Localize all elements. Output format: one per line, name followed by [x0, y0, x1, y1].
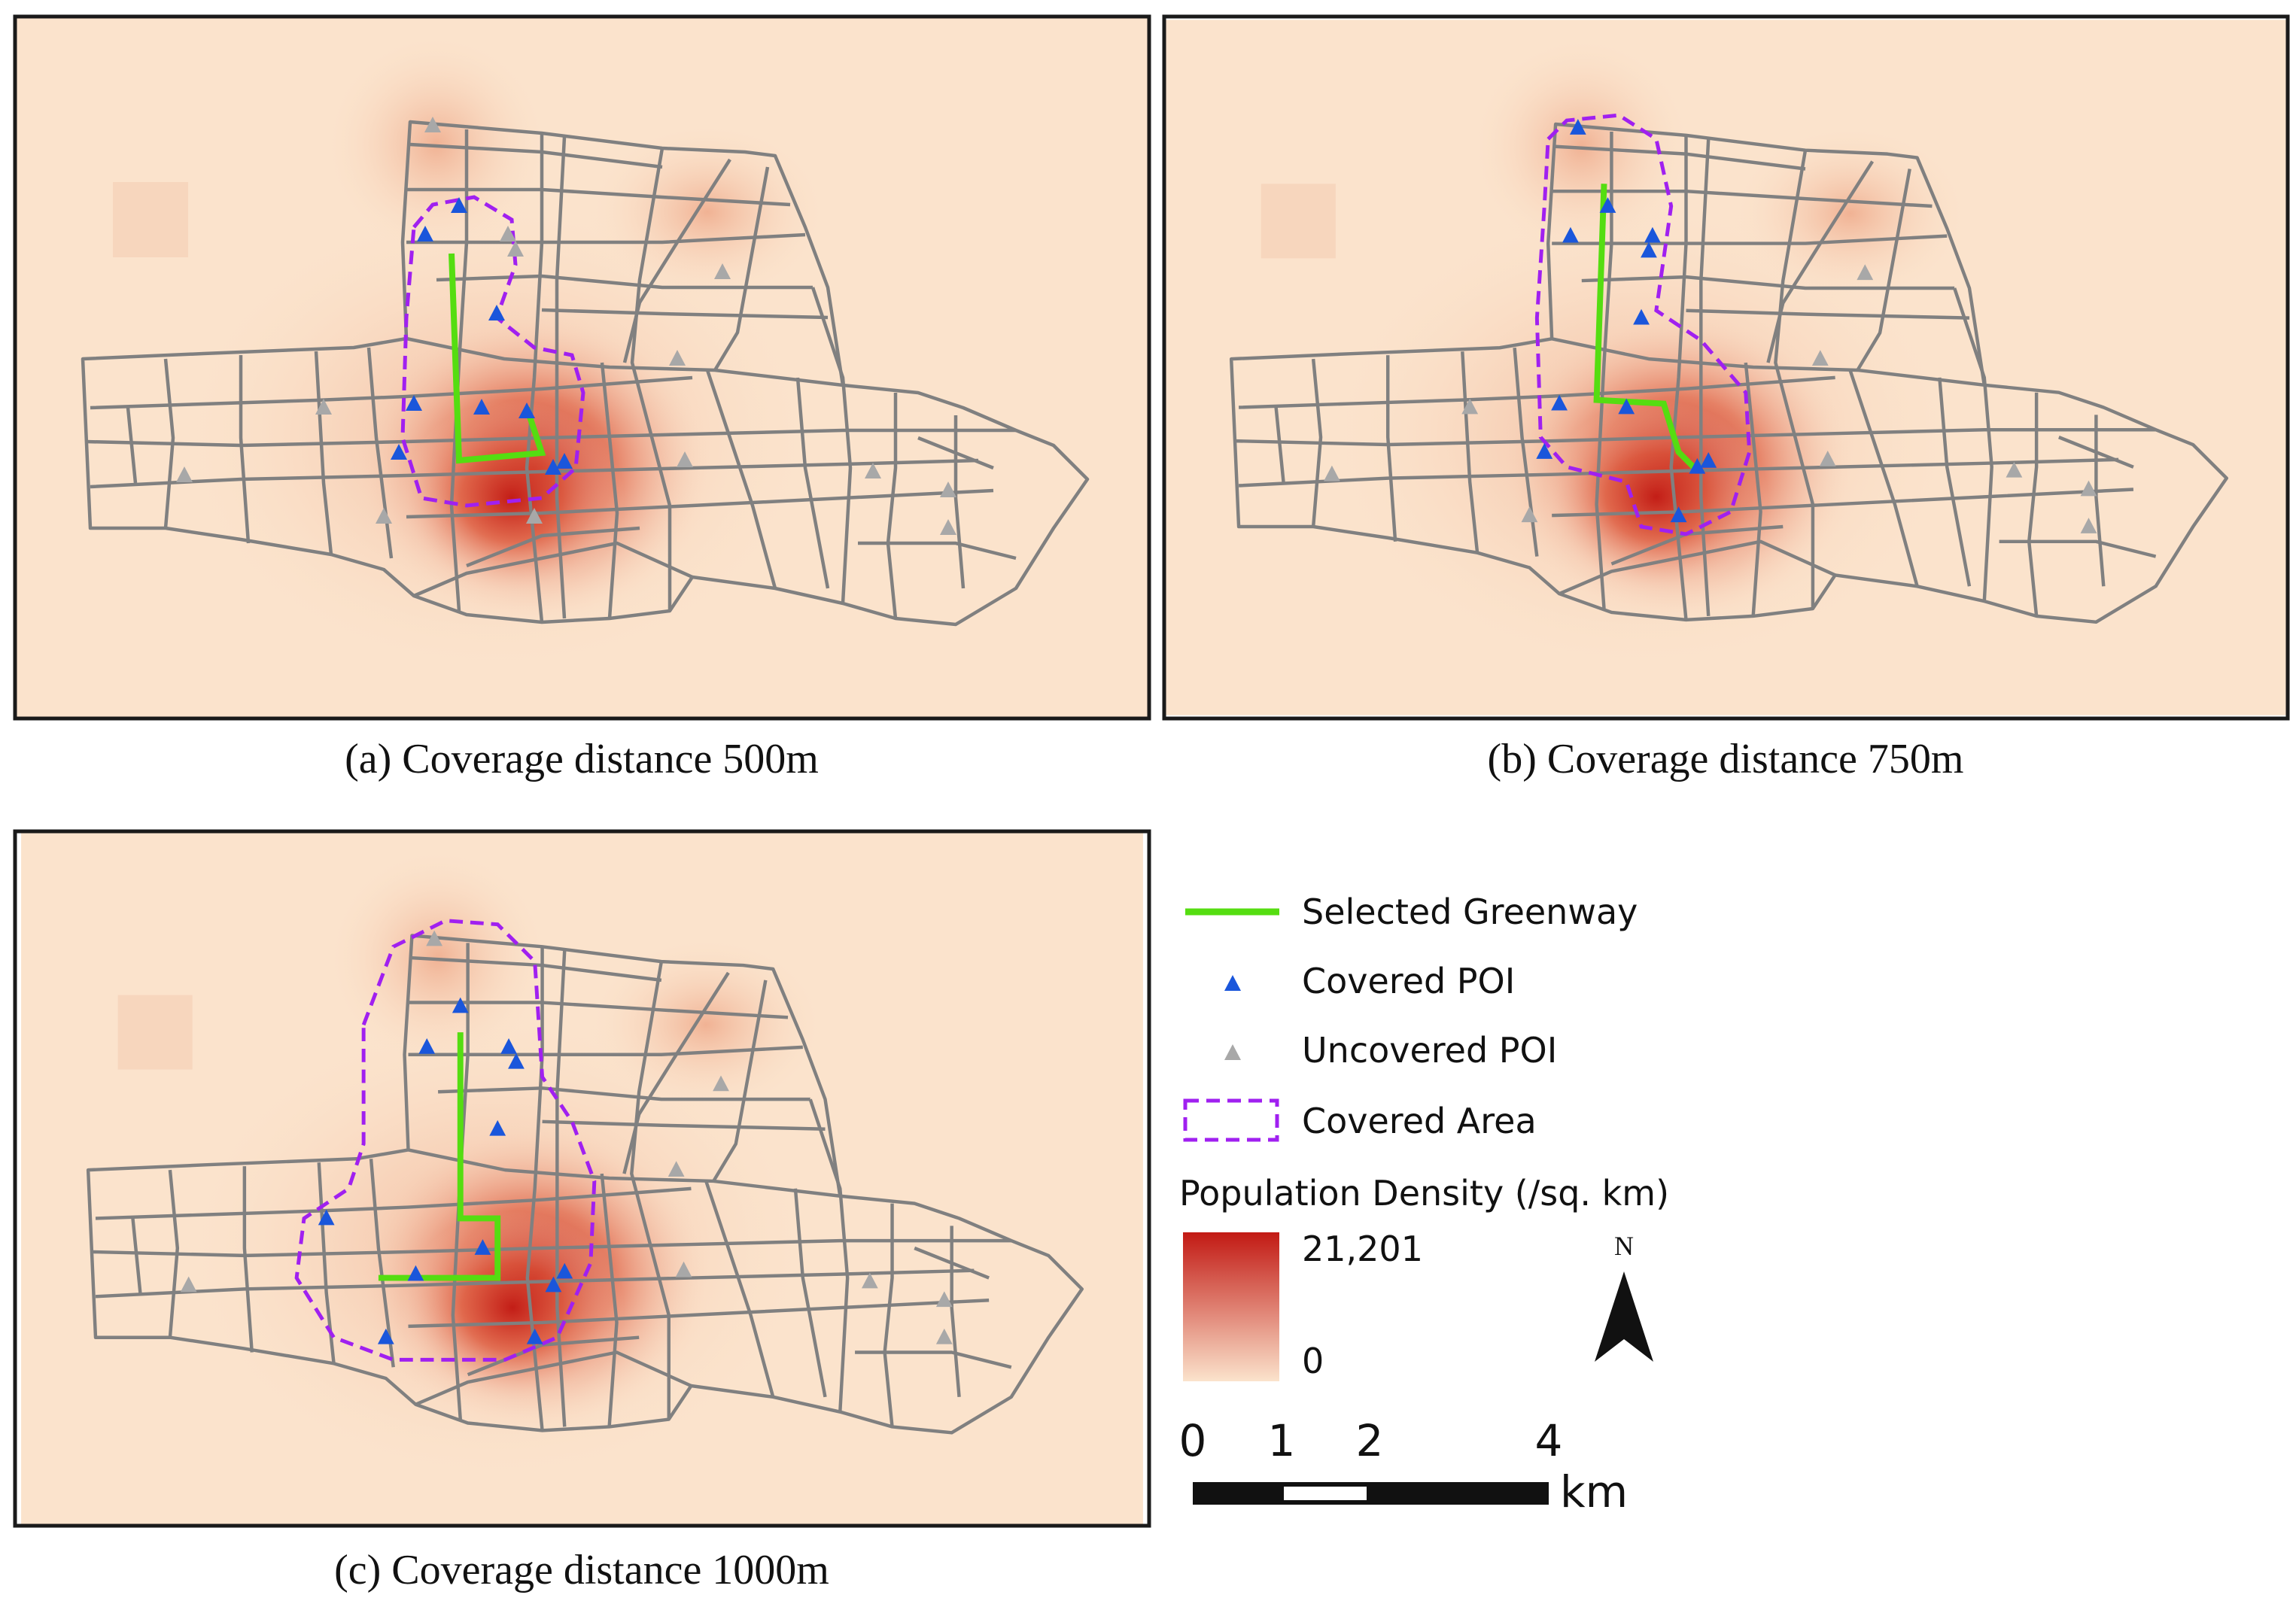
panel-c: [13, 829, 1151, 1528]
greenway-b: [1593, 184, 1696, 469]
covered-area-a: [400, 195, 585, 508]
scale-tick-0: 0: [1179, 1415, 1207, 1466]
caption-a: (a) Coverage distance 500m: [345, 736, 819, 782]
scale-tick-1: 1: [1268, 1415, 1296, 1466]
caption-c: (c) Coverage distance 1000m: [334, 1547, 829, 1593]
legend-density-min: 0: [1302, 1341, 1324, 1381]
legend-greenway-label: Selected Greenway: [1302, 892, 1638, 932]
legend: Selected Greenway Covered POI Uncovered …: [1179, 892, 1669, 1381]
legend-covered-area-swatch: [1183, 1098, 1279, 1142]
scale-bar-body: [1193, 1482, 1549, 1505]
north-arrow-icon: [1595, 1271, 1653, 1362]
panel-border-c: [13, 829, 1151, 1528]
map-b: [1164, 20, 2288, 715]
north-arrow: N: [1595, 1231, 1653, 1362]
caption-b: (b) Coverage distance 750m: [1488, 736, 1964, 782]
legend-uncovered-poi-icon: [1224, 1044, 1241, 1060]
panel-b: [1162, 14, 2290, 721]
legend-density-title: Population Density (/sq. km): [1179, 1173, 1669, 1214]
greenway-a: [449, 253, 546, 464]
legend-covered-poi-icon: [1224, 975, 1241, 991]
scale-unit: km: [1560, 1466, 1628, 1517]
panel-border-b: [1162, 14, 2290, 721]
greenway-c: [378, 1032, 501, 1281]
map-c: [21, 831, 1143, 1526]
scale-bar-white-segment: [1284, 1487, 1367, 1500]
legend-density-max: 21,201: [1302, 1229, 1423, 1269]
legend-uncovered-poi-label: Uncovered POI: [1302, 1030, 1557, 1071]
panel-border-a: [13, 14, 1151, 721]
scale-tick-2: 2: [1356, 1415, 1384, 1466]
scale-tick-4: 4: [1535, 1415, 1563, 1466]
legend-covered-poi-label: Covered POI: [1302, 961, 1515, 1001]
map-a: [15, 17, 1149, 718]
panel-a: [13, 14, 1151, 721]
legend-density-ramp: [1183, 1232, 1279, 1381]
north-label: N: [1614, 1231, 1634, 1261]
scale-bar: 0 1 2 4 km: [1179, 1415, 1628, 1517]
covered-area-b: [1534, 113, 1752, 536]
legend-covered-area-label: Covered Area: [1302, 1101, 1537, 1141]
